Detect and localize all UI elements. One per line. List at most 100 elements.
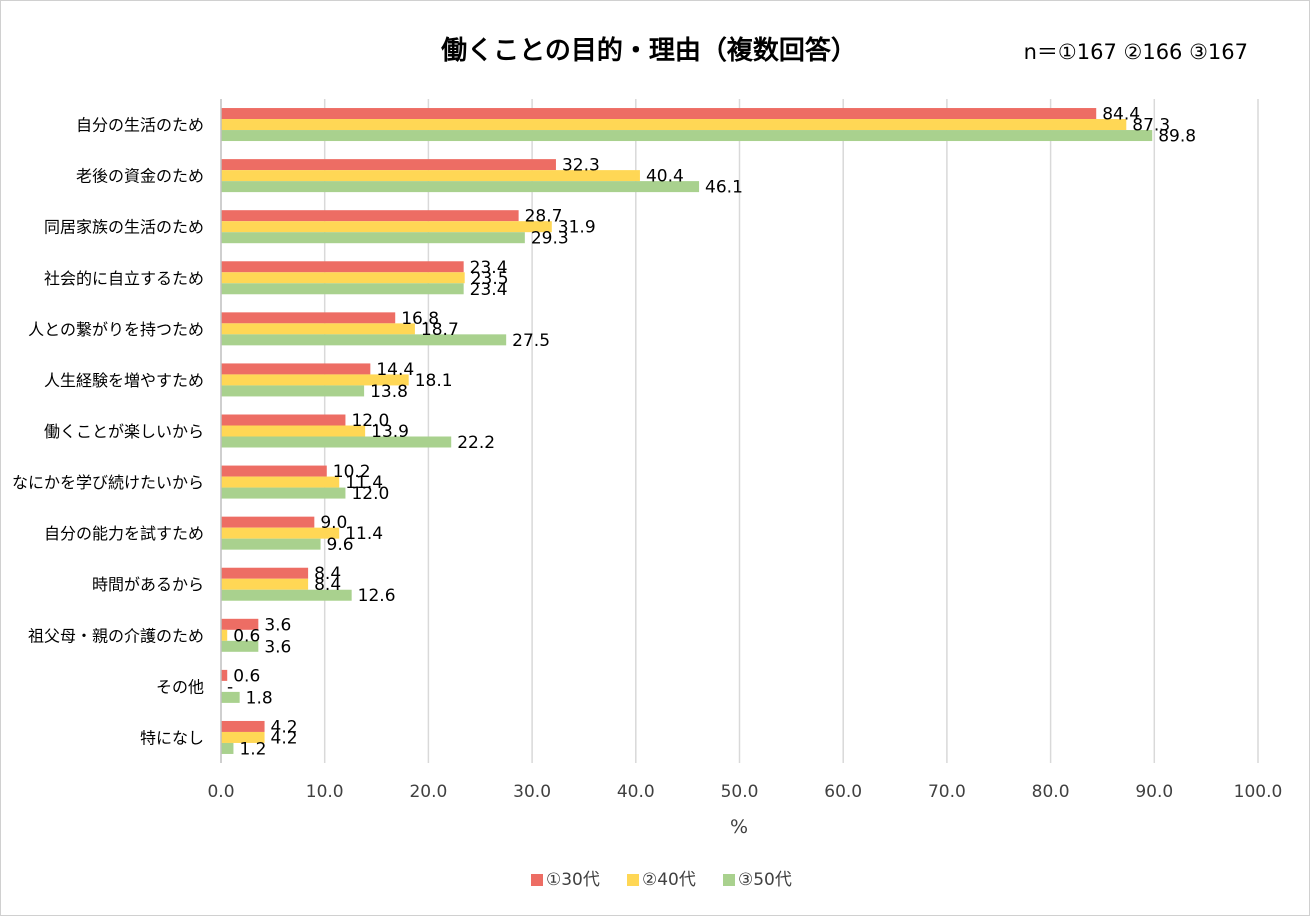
data-label: 84.4 bbox=[1102, 105, 1140, 125]
data-label: 0.6 bbox=[233, 666, 260, 686]
bar bbox=[221, 618, 259, 630]
x-tick-label: 50.0 bbox=[721, 782, 759, 802]
data-label: 22.2 bbox=[457, 433, 495, 453]
bar bbox=[221, 731, 265, 743]
bar bbox=[221, 108, 1097, 120]
legend-swatch bbox=[627, 874, 639, 886]
bar bbox=[221, 130, 1153, 142]
bar bbox=[221, 436, 452, 448]
bar bbox=[221, 567, 309, 579]
data-label: 8.4 bbox=[314, 575, 341, 595]
data-label: 23.4 bbox=[470, 258, 508, 278]
bars bbox=[221, 108, 1153, 754]
data-label: 12.6 bbox=[358, 586, 396, 606]
category-label: 人生経験を増やすため bbox=[44, 371, 204, 390]
bar bbox=[221, 374, 409, 386]
category-label: 働くことが楽しいから bbox=[44, 422, 204, 441]
bar bbox=[221, 527, 340, 539]
x-tick-label: 90.0 bbox=[1135, 782, 1173, 802]
legend: ①30代 ②40代 ③50代 bbox=[531, 870, 792, 890]
data-label: 13.8 bbox=[370, 382, 408, 402]
bar bbox=[221, 589, 352, 601]
bar bbox=[221, 119, 1127, 131]
data-label: 3.6 bbox=[264, 615, 291, 635]
x-tick-label: 20.0 bbox=[409, 782, 447, 802]
bar bbox=[221, 669, 228, 681]
data-label: 12.0 bbox=[351, 411, 389, 431]
category-label: なにかを学び続けたいから bbox=[12, 473, 204, 492]
x-tick-label: 0.0 bbox=[207, 782, 234, 802]
category-label: 自分の生活のため bbox=[76, 116, 204, 135]
sample-size-note: n＝①167 ②166 ③167 bbox=[1024, 40, 1248, 64]
data-label: 18.7 bbox=[421, 320, 459, 340]
bar bbox=[221, 487, 346, 499]
data-label: - bbox=[227, 677, 233, 697]
data-label: 18.1 bbox=[415, 371, 453, 391]
legend-label: ③50代 bbox=[738, 870, 792, 890]
data-label: 89.8 bbox=[1158, 127, 1196, 147]
legend-label: ①30代 bbox=[546, 870, 600, 890]
legend-swatch bbox=[531, 874, 543, 886]
data-label: 14.4 bbox=[376, 360, 414, 380]
category-label: 自分の能力を試すため bbox=[44, 524, 204, 543]
data-label: 87.3 bbox=[1132, 116, 1170, 136]
category-label: 人との繋がりを持つため bbox=[28, 320, 204, 339]
x-axis-title: % bbox=[730, 816, 748, 838]
bar bbox=[221, 414, 346, 426]
bar bbox=[221, 385, 365, 397]
legend-label: ②40代 bbox=[642, 870, 696, 890]
data-label: 11.4 bbox=[345, 524, 383, 544]
bar bbox=[221, 283, 464, 295]
category-label: 時間があるから bbox=[92, 575, 204, 594]
data-label: 28.7 bbox=[525, 207, 563, 227]
data-label: 32.3 bbox=[562, 156, 600, 176]
bar bbox=[221, 363, 371, 375]
data-labels: 84.487.389.8 32.3 40.4 46.1 28.731.929.3 23.4… bbox=[227, 105, 1196, 760]
x-tick-label: 30.0 bbox=[513, 782, 551, 802]
bar bbox=[221, 334, 507, 346]
category-label: 老後の資金のため bbox=[76, 167, 204, 186]
bar bbox=[221, 170, 640, 182]
data-label: 3.6 bbox=[264, 637, 291, 657]
x-tick-label: 60.0 bbox=[824, 782, 862, 802]
data-label: 29.3 bbox=[531, 229, 569, 249]
bar bbox=[221, 232, 525, 244]
category-label: その他 bbox=[156, 677, 204, 696]
x-tick-label: 80.0 bbox=[1032, 782, 1070, 802]
chart-title: 働くことの目的・理由（複数回答） bbox=[440, 35, 857, 66]
category-label: 特になし bbox=[140, 728, 204, 747]
bar bbox=[221, 538, 321, 550]
data-label: 27.5 bbox=[512, 331, 550, 351]
data-label: 9.6 bbox=[327, 535, 354, 555]
bar bbox=[221, 210, 519, 222]
legend-swatch bbox=[723, 874, 735, 886]
gridlines bbox=[323, 99, 1259, 763]
data-label: 23.4 bbox=[470, 280, 508, 300]
bar bbox=[221, 261, 464, 273]
bar bbox=[221, 629, 228, 641]
data-label: 16.8 bbox=[401, 309, 439, 329]
category-label: 祖父母・親の介護のため bbox=[28, 626, 204, 645]
data-label: 0.6 bbox=[233, 626, 260, 646]
data-label: 23.5 bbox=[471, 269, 509, 289]
category-label: 同居家族の生活のため bbox=[44, 218, 204, 237]
x-tick-label: 70.0 bbox=[928, 782, 966, 802]
bar bbox=[221, 516, 315, 528]
bar bbox=[221, 640, 259, 652]
data-label: 8.4 bbox=[314, 564, 341, 584]
bar bbox=[221, 691, 240, 703]
data-label: 1.2 bbox=[239, 739, 266, 759]
data-label: 1.8 bbox=[246, 688, 273, 708]
bar bbox=[221, 465, 327, 477]
bar bbox=[221, 312, 396, 324]
bar bbox=[221, 720, 265, 732]
bar bbox=[221, 323, 415, 335]
data-label: 31.9 bbox=[558, 218, 596, 238]
x-tick-label: 100.0 bbox=[1234, 782, 1283, 802]
data-label: 46.1 bbox=[705, 178, 743, 198]
data-label: 4.2 bbox=[271, 728, 298, 748]
data-label: 11.4 bbox=[345, 473, 383, 493]
x-tick-label: 10.0 bbox=[306, 782, 344, 802]
